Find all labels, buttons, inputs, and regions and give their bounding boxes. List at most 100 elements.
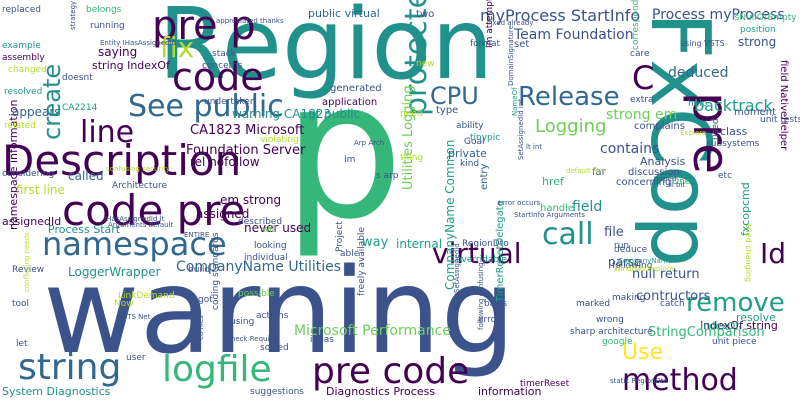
cloud-word: confusing security xyxy=(106,165,171,173)
cloud-word: Windows Explore xyxy=(614,265,674,273)
cloud-word: replaced xyxy=(2,5,41,15)
cloud-word: tinypic xyxy=(470,133,501,143)
cloud-word: error xyxy=(478,315,500,325)
cloud-word: Goal xyxy=(464,137,485,147)
cloud-word: care xyxy=(630,49,650,59)
cloud-word: myProcess StartInfo xyxy=(480,6,641,25)
cloud-word: CompanyName Utilities xyxy=(176,259,342,275)
cloud-word: IsNullOrEmpty xyxy=(732,13,797,23)
cloud-word: Review xyxy=(12,265,45,275)
cloud-word: internal xyxy=(396,237,443,251)
cloud-word: never used xyxy=(244,221,312,235)
cloud-word: concerning xyxy=(616,177,672,188)
cloud-word: See public xyxy=(128,89,284,124)
cloud-word: One xyxy=(672,177,691,187)
cloud-word: marked xyxy=(576,299,611,309)
cloud-word: unit tests xyxy=(760,115,800,125)
cloud-word: Region xyxy=(158,0,494,102)
cloud-word: new xyxy=(416,59,435,69)
cloud-word: unit piece xyxy=(712,337,757,347)
cloud-word: ability xyxy=(456,121,484,131)
cloud-word: overridable xyxy=(456,255,508,265)
cloud-word: VSTS Net xyxy=(118,313,151,321)
cloud-word: string IndexOf xyxy=(92,59,170,72)
cloud-word: warning xyxy=(43,242,516,380)
cloud-word: Team Foundation xyxy=(514,27,634,43)
cloud-word: following confusing xyxy=(477,262,485,330)
cloud-word: freely available xyxy=(357,226,367,296)
cloud-word: corresponding xyxy=(631,0,641,50)
cloud-word: CPU xyxy=(430,82,479,110)
cloud-word: Analysis xyxy=(640,155,686,168)
cloud-word: namespace xyxy=(42,225,227,263)
cloud-word: appreciated thanks xyxy=(216,17,284,25)
cloud-word: resolve xyxy=(736,311,776,324)
cloud-word: rel nofollow xyxy=(190,155,260,169)
cloud-word: called xyxy=(68,169,104,183)
cloud-word: type xyxy=(436,105,459,116)
cloud-word: possible xyxy=(238,289,275,299)
cloud-word: default Net xyxy=(566,167,606,175)
cloud-word: private xyxy=(448,147,487,160)
cloud-word: handle xyxy=(540,203,575,214)
cloud-word: first line xyxy=(16,183,65,197)
cloud-word: able xyxy=(340,249,360,259)
cloud-word: fixed already xyxy=(488,19,534,27)
cloud-word: error occurs xyxy=(498,199,541,207)
cloud-word: complains xyxy=(634,121,685,132)
cloud-word: saying xyxy=(98,45,138,59)
cloud-word: Use xyxy=(622,340,664,365)
cloud-word: Description xyxy=(2,136,242,185)
cloud-word: Project xyxy=(335,221,345,252)
cloud-word: code pre xyxy=(62,186,246,235)
cloud-word: user xyxy=(126,353,146,363)
cloud-word: pre p xyxy=(152,3,256,49)
cloud-word: application xyxy=(322,97,378,108)
cloud-word: concerns xyxy=(202,61,243,71)
cloud-word: ENTIRE xyxy=(184,231,210,239)
cloud-word: Release xyxy=(518,82,620,112)
cloud-word: string xyxy=(18,347,122,388)
cloud-word: namespace information xyxy=(7,99,20,230)
cloud-word: field xyxy=(572,199,603,215)
cloud-word: SetAssignedId int xyxy=(517,98,525,160)
cloud-word: href xyxy=(542,175,564,188)
cloud-word: individual xyxy=(244,253,288,263)
cloud-word: information xyxy=(478,385,542,398)
cloud-word: tried changing xyxy=(744,224,753,283)
cloud-word: remove xyxy=(686,288,785,318)
cloud-word: suggestions xyxy=(250,387,304,397)
cloud-word: used xyxy=(711,118,721,140)
cloud-word: contains xyxy=(600,141,660,157)
cloud-word: generated xyxy=(330,83,382,94)
cloud-word: got xyxy=(198,295,213,305)
cloud-word: extra xyxy=(630,95,654,105)
cloud-word: backtrack xyxy=(694,96,773,115)
cloud-word: contructors xyxy=(636,289,711,304)
cloud-word: class xyxy=(720,125,748,138)
cloud-word: Arp Arch xyxy=(354,139,385,147)
cloud-word: p xyxy=(283,40,404,261)
cloud-word: undertaken xyxy=(204,97,256,107)
cloud-word: TimerResetDelegate xyxy=(495,200,506,302)
cloud-word: described xyxy=(238,217,283,227)
cloud-word: LinkDemand xyxy=(118,291,175,301)
cloud-word: DomainSignature xyxy=(507,25,515,86)
cloud-word: deduced xyxy=(668,65,729,81)
cloud-word: catch xyxy=(660,299,685,309)
cloud-word: IHasAssignedId lt xyxy=(104,215,165,223)
cloud-word: ideas xyxy=(310,335,334,345)
cloud-word: parse xyxy=(608,255,642,269)
cloud-word: pre code xyxy=(312,351,470,392)
cloud-word: sorted xyxy=(260,343,289,353)
cloud-word: belongs xyxy=(86,5,122,15)
cloud-word: need xyxy=(400,109,423,119)
cloud-word: StringComparison xyxy=(648,325,765,340)
cloud-word: logfile xyxy=(162,349,272,390)
cloud-word: following xyxy=(612,261,653,271)
cloud-word: field NativeHelper xyxy=(778,60,789,151)
cloud-word: Microsoft Performance xyxy=(294,323,451,339)
cloud-word: run xyxy=(614,241,630,251)
cloud-word: public virtual xyxy=(308,7,380,20)
